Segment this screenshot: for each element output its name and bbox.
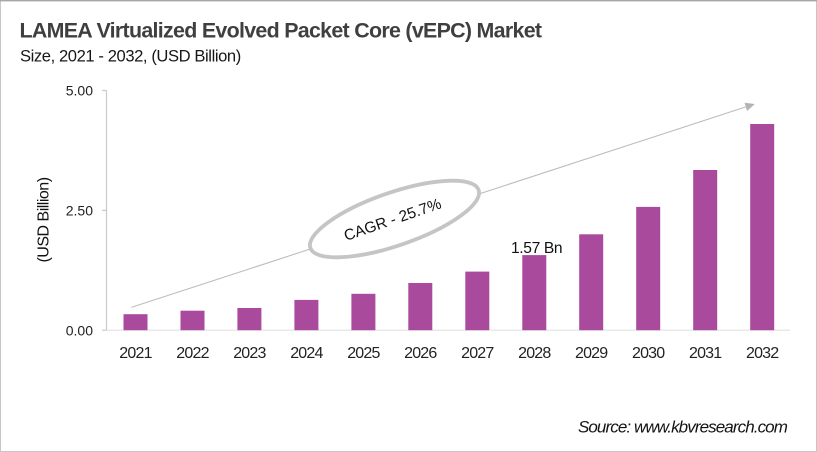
svg-text:2027: 2027	[461, 345, 494, 362]
svg-text:0.00: 0.00	[66, 323, 93, 339]
svg-text:2.50: 2.50	[66, 203, 93, 219]
svg-text:2025: 2025	[347, 345, 380, 362]
svg-text:LAMEA Virtualized Evolved Pack: LAMEA Virtualized Evolved Packet Core (v…	[20, 18, 542, 42]
svg-text:2021: 2021	[119, 345, 152, 362]
svg-text:5.00: 5.00	[66, 83, 93, 99]
svg-text:2030: 2030	[632, 345, 665, 362]
svg-text:2028: 2028	[518, 345, 551, 362]
svg-text:2022: 2022	[176, 345, 209, 362]
svg-text:Source: www.kbvresearch.com: Source: www.kbvresearch.com	[578, 418, 788, 437]
svg-text:1.57 Bn: 1.57 Bn	[511, 240, 562, 257]
svg-text:2024: 2024	[290, 345, 323, 362]
svg-text:2029: 2029	[575, 345, 608, 362]
svg-text:2031: 2031	[689, 345, 722, 362]
svg-text:Size, 2021 - 2032, (USD Billio: Size, 2021 - 2032, (USD Billion)	[20, 47, 241, 66]
svg-text:(USD Billion): (USD Billion)	[36, 177, 53, 262]
svg-text:2032: 2032	[746, 345, 779, 362]
svg-text:2023: 2023	[233, 345, 266, 362]
svg-text:2026: 2026	[404, 345, 437, 362]
